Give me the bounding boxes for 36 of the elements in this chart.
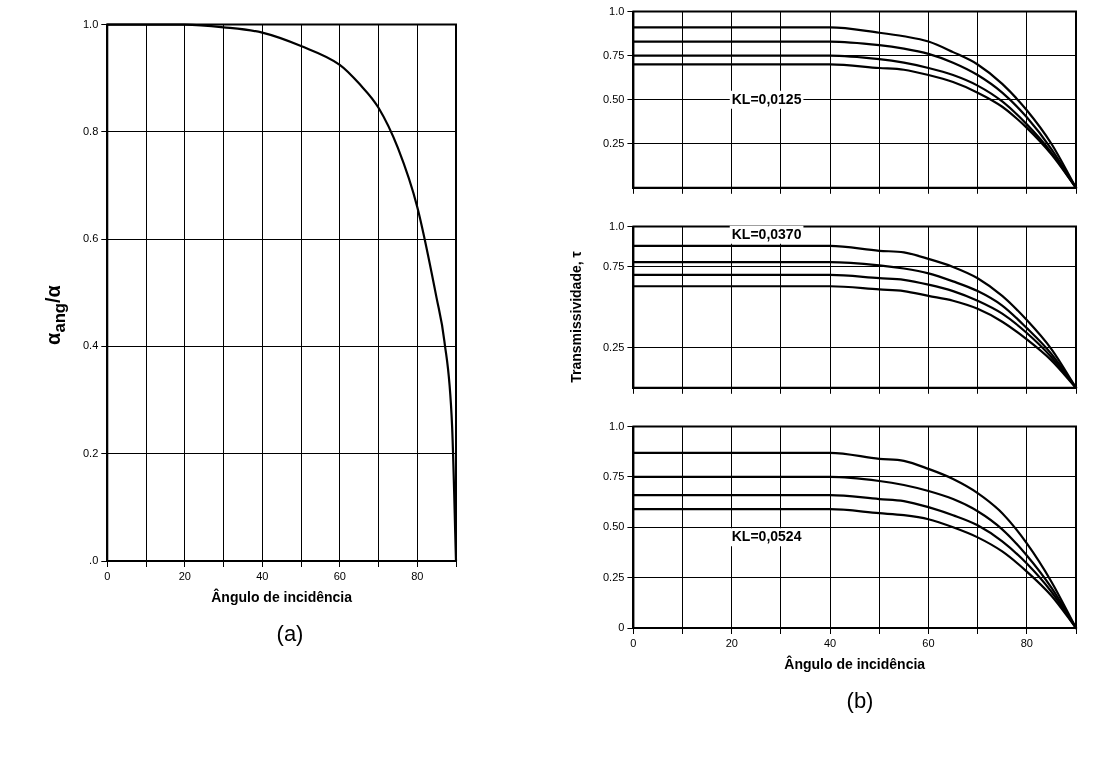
y-tick-label: 0.25 bbox=[602, 136, 625, 149]
y-tick-label: 0.50 bbox=[602, 92, 625, 105]
x-tick-label: 60 bbox=[922, 636, 935, 649]
y-axis-title: Transmissividade, τ bbox=[568, 251, 584, 383]
x-tick-label: 80 bbox=[1020, 636, 1033, 649]
x-tick-label: 80 bbox=[411, 569, 424, 582]
annotation: KL=0,0370 bbox=[731, 225, 802, 242]
y-tick-label: 0 bbox=[618, 621, 625, 634]
x-tick-label: 20 bbox=[725, 636, 738, 649]
y-tick-label: 0.25 bbox=[602, 340, 625, 353]
x-axis-title: Ângulo de incidência bbox=[784, 655, 926, 673]
y-tick-label: 1.0 bbox=[609, 419, 625, 432]
y-tick-label: 0.75 bbox=[602, 48, 625, 61]
y-tick-label: 0.25 bbox=[602, 570, 625, 583]
y-tick-label: 0.75 bbox=[602, 259, 625, 272]
x-tick-label: 0 bbox=[104, 569, 111, 582]
text: (b) bbox=[846, 688, 874, 714]
x-tick-label: 40 bbox=[823, 636, 837, 649]
x-tick-label: 0 bbox=[630, 636, 637, 649]
y-tick-label: 1.0 bbox=[609, 219, 625, 232]
y-tick-label: 0.50 bbox=[602, 520, 625, 533]
y-tick-label: 0.75 bbox=[602, 469, 625, 482]
x-axis-title: Ângulo de incidência bbox=[211, 588, 353, 606]
y-tick-label: .0 bbox=[89, 554, 99, 567]
x-tick-label: 60 bbox=[333, 569, 346, 582]
annotation: KL=0,0524 bbox=[731, 528, 802, 545]
y-tick-label: 1.0 bbox=[609, 4, 625, 17]
x-tick-label: 20 bbox=[178, 569, 191, 582]
annotation: KL=0,0125 bbox=[731, 90, 802, 107]
text: (a) bbox=[276, 621, 304, 647]
y-tick-label: 0.6 bbox=[82, 232, 99, 245]
x-tick-label: 40 bbox=[256, 569, 269, 582]
y-tick-label: 1.0 bbox=[82, 17, 99, 30]
y-tick-label: 0.4 bbox=[82, 339, 99, 352]
y-tick-label: 0.8 bbox=[82, 124, 99, 137]
y-tick-label: 0.2 bbox=[82, 446, 99, 459]
